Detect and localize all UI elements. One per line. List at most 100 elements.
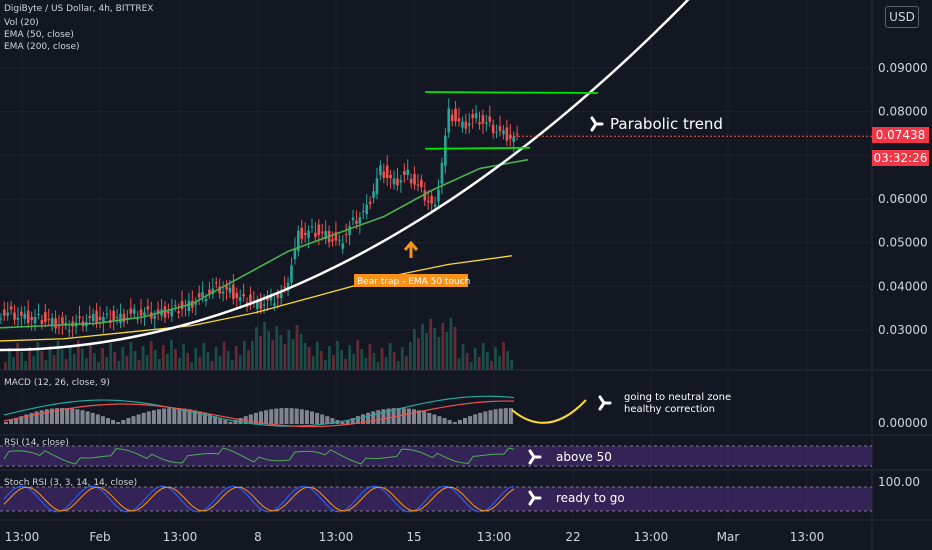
macd-histogram-bar [503,408,508,424]
macd-histogram-bar [34,411,39,424]
macd-histogram-bar [473,414,478,424]
time-axis-label: 13:00 [790,530,825,544]
macd-histogram-bar [100,416,105,424]
candle [232,284,235,299]
price-axis-label: 0.09000 [878,61,928,75]
stoch-pane-title[interactable]: Stoch RSI (3, 3, 14, 14, close) [4,478,138,488]
candle [344,234,348,236]
volume-bar [32,356,36,370]
indicator-ema200[interactable]: EMA (200, close) [4,42,80,52]
macd-histogram-bar [488,410,493,424]
volume-bar [8,348,11,370]
candle [115,316,119,318]
volume-bar [251,341,254,370]
macd-histogram-bar [340,421,345,424]
price-axis-label: 0.05000 [878,236,928,250]
ema200-line [0,255,513,342]
volume-bar [336,341,339,370]
rsi-line [3,447,515,465]
candle [420,179,423,188]
macd-histogram-bar [85,411,90,424]
volume-bar [425,333,428,370]
macd-histogram-bar [442,418,447,424]
macd-histogram-bar [80,410,85,424]
macd-histogram-bar [381,409,386,424]
macd-histogram-bar [4,422,8,424]
price-axis-label: 0.04000 [878,279,928,293]
candle [331,239,334,242]
volume-bar [473,348,477,370]
candle [2,309,6,316]
volume-bar [457,358,461,370]
candle [502,130,505,135]
candle [372,191,375,198]
candle [324,230,327,239]
volume-bar [20,352,23,370]
candle [13,312,16,320]
volume-bar [234,346,238,370]
volume-bar [461,344,465,370]
candle [129,308,133,314]
macd-histogram-bar [269,409,274,424]
volume-bar [210,361,214,370]
volume-bar [56,341,60,370]
volume-bar [24,361,28,370]
candle [382,171,386,178]
candle [389,174,392,179]
candle [204,298,208,302]
macd-histogram-bar [49,408,54,424]
macd-histogram-bar [141,412,146,424]
macd-pane-title[interactable]: MACD (12, 26, close, 9) [4,378,110,388]
macd-histogram-bar [75,409,80,424]
candle [208,289,211,294]
candle [16,317,20,320]
candle [338,239,341,241]
volume-bar [153,350,157,370]
up-arrow-icon [403,240,419,258]
candle [515,133,519,135]
macd-histogram-bar [412,409,416,424]
volume-bar [404,356,408,370]
candle [498,126,502,132]
volume-bar [271,340,275,370]
candle [368,201,372,205]
volume-bar [380,348,384,370]
macd-histogram-bar [386,408,391,424]
candle [259,300,263,309]
macd-histogram-bar [310,411,314,424]
volume-bar [161,345,165,370]
candle [112,310,115,320]
volume-bar [291,339,295,370]
countdown-tag: 03:32:26 [872,150,929,166]
candle [512,136,516,142]
macd-histogram-bar [192,410,197,424]
volume-bar [429,319,433,370]
time-axis-label: Feb [89,530,110,544]
volume-bar [16,343,19,370]
candle [341,243,345,249]
candle [358,217,362,224]
currency-button[interactable]: USD [885,6,919,28]
volume-bar [295,325,299,370]
volume-bar [372,353,376,370]
macd-histogram-bar [279,408,284,424]
volume-bar [157,359,161,370]
volume-bar [303,343,307,370]
rsi-pane-title[interactable]: RSI (14, close) [4,438,69,448]
volume-bar [97,362,100,370]
macd-histogram-bar [264,410,269,424]
volume-bar [437,337,441,370]
candle [307,230,310,238]
candle [20,311,23,316]
parabolic-curve [0,0,690,352]
macd-histogram-bar [376,410,381,424]
candle [283,286,286,288]
indicator-volume[interactable]: Vol (20) [4,18,39,28]
macd-projection-curve [511,399,587,424]
candle [218,286,221,294]
volume-bar [40,351,44,370]
volume-bar [76,340,80,370]
indicator-ema50[interactable]: EMA (50, close) [4,30,74,40]
volume-bar [121,347,125,370]
